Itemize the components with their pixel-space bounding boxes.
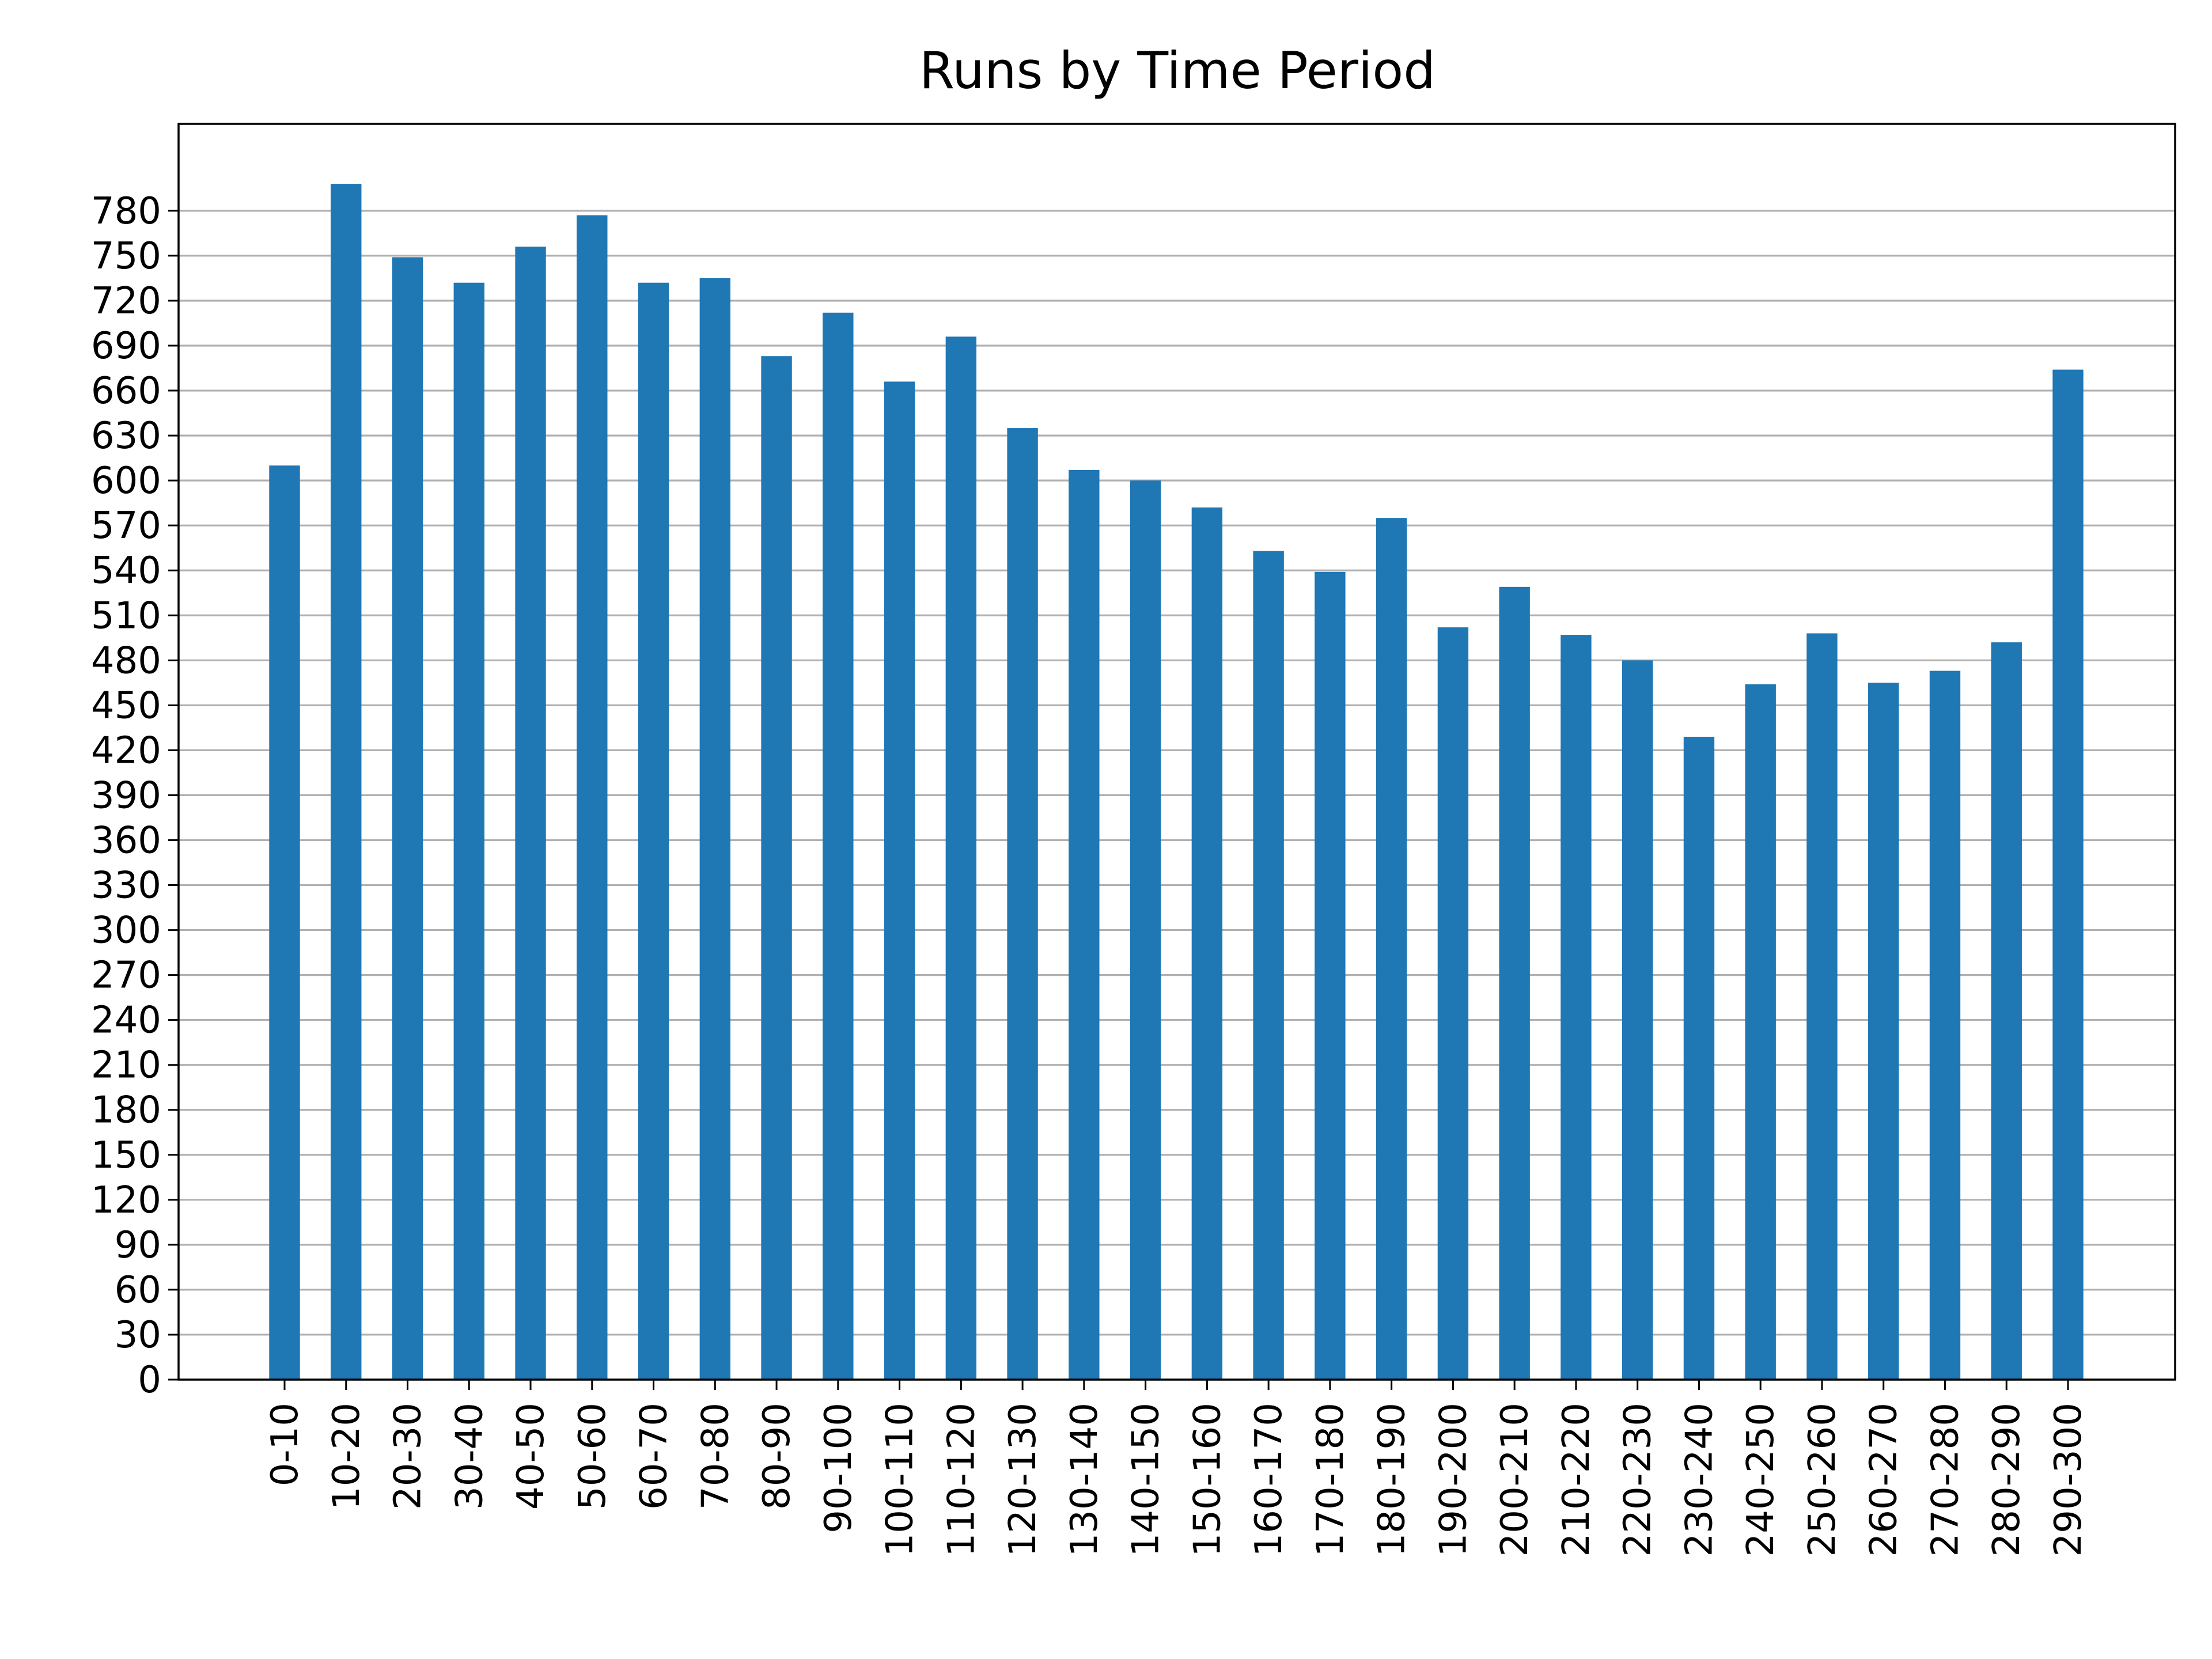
bar-120-130 bbox=[1007, 428, 1038, 1380]
y-tick-label: 30 bbox=[115, 1314, 161, 1357]
y-tick-label: 180 bbox=[91, 1089, 161, 1132]
bar-180-190 bbox=[1376, 518, 1407, 1380]
y-tick-label: 270 bbox=[91, 955, 161, 997]
y-tick-label: 390 bbox=[91, 774, 161, 817]
x-axis: 0-10 10-20 20-30 30-40 40-50 50-60 60-70 70-80 8… bbox=[264, 1380, 2090, 1556]
y-tick-label: 300 bbox=[91, 910, 161, 952]
x-tick-label: 200-210 bbox=[1494, 1403, 1536, 1556]
bar-70-80 bbox=[699, 278, 730, 1380]
y-tick-label: 90 bbox=[115, 1224, 161, 1267]
x-tick-label: 260-270 bbox=[1863, 1403, 1906, 1556]
bar-80-90 bbox=[761, 356, 792, 1380]
x-tick-label: 210-220 bbox=[1555, 1403, 1598, 1556]
bar-50-60 bbox=[577, 215, 608, 1380]
x-tick-label: 280-290 bbox=[1986, 1403, 2028, 1556]
x-tick-label: 120-130 bbox=[1002, 1403, 1044, 1556]
bar-140-150 bbox=[1130, 480, 1161, 1380]
y-tick-label: 420 bbox=[91, 729, 161, 772]
bar-230-240 bbox=[1683, 736, 1715, 1380]
plot-frame bbox=[177, 123, 2176, 1381]
bar-100-110 bbox=[884, 381, 915, 1380]
y-tick-label: 570 bbox=[91, 505, 161, 547]
x-tick-label: 100-110 bbox=[879, 1403, 922, 1556]
y-tick-label: 480 bbox=[91, 639, 161, 682]
bar-170-180 bbox=[1315, 571, 1346, 1380]
y-tick-label: 660 bbox=[91, 370, 161, 412]
x-tick-label: 40-50 bbox=[510, 1403, 552, 1510]
x-tick-label: 170-180 bbox=[1309, 1403, 1352, 1556]
x-tick-label: 30-40 bbox=[448, 1403, 491, 1510]
bar-280-290 bbox=[1991, 642, 2022, 1380]
x-tick-label: 90-100 bbox=[817, 1403, 860, 1533]
y-tick-label: 0 bbox=[138, 1359, 161, 1402]
y-tick-label: 540 bbox=[91, 550, 161, 592]
x-tick-label: 250-260 bbox=[1801, 1403, 1844, 1556]
y-tick-label: 360 bbox=[91, 819, 161, 862]
bar-190-200 bbox=[1437, 627, 1469, 1380]
x-tick-label: 60-70 bbox=[633, 1403, 676, 1510]
x-tick-label: 190-200 bbox=[1432, 1403, 1475, 1556]
bar-270-280 bbox=[1929, 671, 1961, 1380]
y-tick-label: 150 bbox=[91, 1134, 161, 1177]
bar-150-160 bbox=[1191, 507, 1223, 1380]
y-tick-label: 720 bbox=[91, 280, 161, 323]
chart-title: Runs by Time Period bbox=[919, 41, 1435, 100]
x-tick-label: 290-300 bbox=[2047, 1403, 2090, 1556]
x-tick-label: 150-160 bbox=[1186, 1403, 1229, 1556]
y-tick-label: 600 bbox=[91, 460, 161, 502]
gridlines bbox=[179, 210, 2175, 1381]
bar-90-100 bbox=[823, 312, 854, 1380]
y-tick-label: 780 bbox=[91, 190, 161, 233]
x-tick-label: 50-60 bbox=[571, 1403, 614, 1510]
bar-60-70 bbox=[638, 282, 669, 1380]
x-tick-label: 230-240 bbox=[1678, 1403, 1721, 1556]
y-tick-label: 120 bbox=[91, 1179, 161, 1222]
y-tick-label: 240 bbox=[91, 999, 161, 1042]
bar-10-20 bbox=[331, 184, 362, 1380]
x-tick-label: 0-10 bbox=[264, 1403, 306, 1486]
y-tick-label: 60 bbox=[115, 1269, 161, 1312]
y-tick-label: 690 bbox=[91, 325, 161, 368]
bar-40-50 bbox=[515, 247, 546, 1380]
bars bbox=[269, 184, 2084, 1380]
y-tick-label: 210 bbox=[91, 1044, 161, 1087]
x-tick-label: 130-140 bbox=[1063, 1403, 1106, 1556]
y-tick-label: 630 bbox=[91, 415, 161, 457]
x-tick-label: 140-150 bbox=[1125, 1403, 1168, 1556]
x-tick-label: 80-90 bbox=[756, 1403, 798, 1510]
bar-260-270 bbox=[1868, 683, 1899, 1380]
bar-160-170 bbox=[1253, 551, 1284, 1380]
x-tick-label: 20-30 bbox=[387, 1403, 430, 1510]
bar-250-260 bbox=[1806, 633, 1838, 1380]
bar-240-250 bbox=[1745, 684, 1776, 1380]
bar-220-230 bbox=[1622, 660, 1653, 1380]
bar-30-40 bbox=[453, 282, 484, 1380]
bar-110-120 bbox=[945, 336, 977, 1380]
bar-290-300 bbox=[2052, 369, 2084, 1380]
y-tick-label: 450 bbox=[91, 684, 161, 727]
y-tick-label: 510 bbox=[91, 594, 161, 637]
x-tick-label: 240-250 bbox=[1740, 1403, 1782, 1556]
bar-0-10 bbox=[269, 465, 300, 1380]
bar-130-140 bbox=[1069, 469, 1100, 1380]
x-tick-label: 10-20 bbox=[325, 1403, 368, 1510]
x-tick-label: 70-80 bbox=[694, 1403, 737, 1510]
y-tick-label: 330 bbox=[91, 865, 161, 907]
bar-210-220 bbox=[1560, 635, 1592, 1380]
x-tick-label: 180-190 bbox=[1371, 1403, 1414, 1556]
x-tick-label: 110-120 bbox=[940, 1403, 983, 1556]
x-tick-label: 270-280 bbox=[1924, 1403, 1967, 1556]
bar-200-210 bbox=[1499, 586, 1530, 1380]
x-tick-label: 160-170 bbox=[1248, 1403, 1290, 1556]
bar-20-30 bbox=[392, 257, 423, 1380]
y-axis: 0306090120150180210240270300330360390420… bbox=[91, 190, 179, 1402]
y-tick-label: 750 bbox=[91, 235, 161, 278]
x-tick-label: 220-230 bbox=[1617, 1403, 1660, 1556]
